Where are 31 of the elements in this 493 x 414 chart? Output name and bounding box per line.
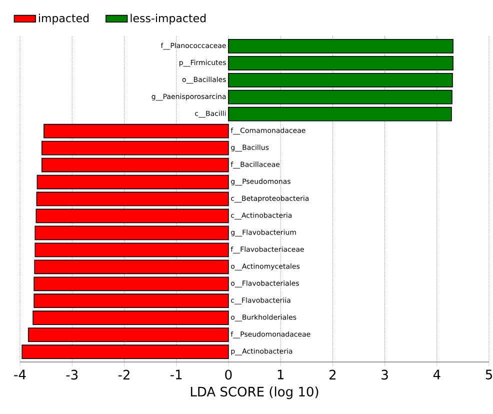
bar xyxy=(228,56,454,70)
legend-label: impacted xyxy=(38,14,89,24)
bar xyxy=(228,106,452,122)
x-tick-label: 1 xyxy=(278,370,284,380)
x-axis-title: LDA SCORE (log 10) xyxy=(190,386,318,400)
bar xyxy=(34,294,229,308)
bar xyxy=(228,90,452,104)
x-tick-label: -4 xyxy=(14,370,26,380)
x-tick-label: 3 xyxy=(382,370,388,380)
bar xyxy=(28,328,229,342)
x-tick-label: 4 xyxy=(433,370,440,380)
bar xyxy=(228,72,453,88)
x-tick-label: -2 xyxy=(118,370,130,380)
bar xyxy=(34,260,229,274)
bar xyxy=(34,226,229,240)
bar xyxy=(36,174,229,190)
bar xyxy=(34,242,229,258)
x-tick-label: 0 xyxy=(225,370,232,380)
x-tick-label: 5 xyxy=(486,370,492,380)
bar xyxy=(36,192,229,206)
bar xyxy=(41,158,229,172)
bar xyxy=(32,310,229,326)
x-tick-label: 2 xyxy=(329,370,336,380)
bar xyxy=(36,208,229,224)
bar xyxy=(228,38,454,54)
x-tick-label: -3 xyxy=(66,370,78,380)
bar xyxy=(41,140,229,156)
legend-label: less-impacted xyxy=(130,14,206,24)
bar xyxy=(34,276,229,292)
x-tick-label: -1 xyxy=(170,370,182,380)
bar xyxy=(44,124,229,138)
